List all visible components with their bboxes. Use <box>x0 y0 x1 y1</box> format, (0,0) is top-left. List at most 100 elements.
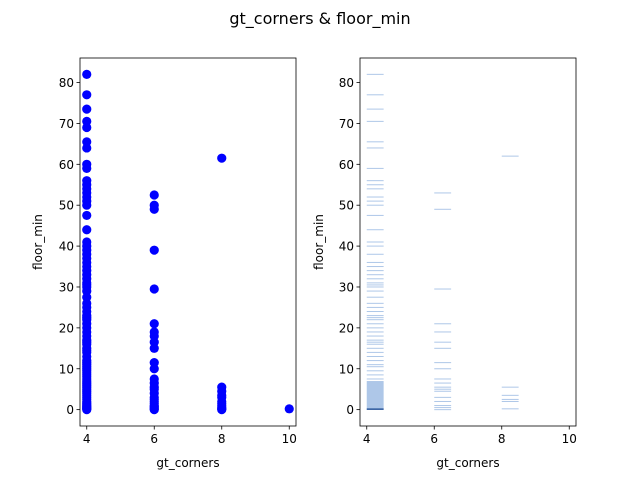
histogram-bin <box>366 360 384 362</box>
histogram-bin <box>434 208 452 210</box>
histogram-y-tick-label: 0 <box>346 403 354 417</box>
histogram-bin <box>366 351 384 353</box>
histogram-bin <box>366 108 384 110</box>
histogram-bin <box>434 288 452 290</box>
histogram-bin <box>434 396 452 398</box>
histogram-bin <box>501 155 519 157</box>
histogram-bin <box>434 362 452 364</box>
histogram-bin <box>366 282 384 284</box>
histogram-y-tick-label: 60 <box>339 158 354 172</box>
histogram-bin <box>366 302 384 304</box>
histogram-y-ticks: 0 10 20 30 40 50 60 70 80 <box>339 76 360 417</box>
histogram-bin <box>434 388 452 390</box>
histogram-bin <box>434 347 452 349</box>
histogram-x-tick-label: 8 <box>498 432 506 446</box>
histogram-x-tick-label: 6 <box>430 432 438 446</box>
histogram-bin <box>434 386 452 388</box>
histogram-y-tick-label: 40 <box>339 240 354 254</box>
histogram-bin <box>434 407 452 409</box>
histogram-y-tick-label: 80 <box>339 76 354 90</box>
scatter-point <box>82 116 92 126</box>
scatter-axes-frame <box>79 57 297 427</box>
scatter-x-axis-label: gt_corners <box>156 456 219 470</box>
scatter-point <box>149 374 159 384</box>
histogram-bin <box>366 311 384 313</box>
scatter-y-tick-label: 20 <box>59 321 74 335</box>
histogram-bin <box>366 335 384 337</box>
histogram-y-axis-label: floor_min <box>312 214 326 270</box>
scatter-point <box>149 284 159 294</box>
histogram-bin <box>366 343 384 345</box>
histogram-bin <box>366 274 384 276</box>
histogram-bin <box>366 147 384 149</box>
histogram-bin <box>434 378 452 380</box>
histogram-bin <box>366 253 384 255</box>
histogram-x-ticks: 4 6 8 10 <box>363 426 577 446</box>
scatter-y-tick-label: 40 <box>59 240 74 254</box>
histogram-bin <box>366 323 384 325</box>
histogram-bin <box>366 355 384 357</box>
scatter-x-tick-label: 10 <box>282 432 297 446</box>
histogram-bin <box>366 319 384 321</box>
histogram-bin <box>366 374 384 376</box>
scatter-point <box>217 153 227 163</box>
histogram-bin <box>366 284 384 286</box>
histogram-bin <box>366 306 384 308</box>
histogram-bin <box>366 366 384 368</box>
histogram-bins <box>366 73 519 411</box>
scatter-y-tick-label: 60 <box>59 158 74 172</box>
histogram-bin <box>366 241 384 243</box>
scatter-y-ticks: 0 10 20 30 40 50 60 70 80 <box>59 76 80 417</box>
histogram-y-tick-label: 70 <box>339 117 354 131</box>
histogram-bin <box>366 315 384 317</box>
histogram-bin <box>501 386 519 388</box>
histogram-zero-bin <box>366 408 384 410</box>
histogram-bin <box>366 370 384 372</box>
histogram-bin <box>366 214 384 216</box>
scatter-x-tick-label: 8 <box>218 432 226 446</box>
histogram-bin <box>434 382 452 384</box>
scatter-x-ticks: 4 6 8 10 <box>83 426 297 446</box>
histogram-bin <box>366 120 384 122</box>
figure-title: gt_corners & floor_min <box>229 9 410 29</box>
histogram-bin <box>366 278 384 280</box>
scatter-point <box>82 137 92 147</box>
scatter-y-tick-label: 30 <box>59 280 74 294</box>
scatter-points <box>82 69 294 415</box>
scatter-point <box>82 237 92 247</box>
histogram-bin <box>366 290 384 292</box>
histogram-bin <box>434 390 452 392</box>
histogram-bin <box>366 229 384 231</box>
histogram-bin <box>501 394 519 396</box>
histogram-bin <box>366 167 384 169</box>
histogram-bin <box>366 188 384 190</box>
scatter-y-axis-label: floor_min <box>31 214 45 270</box>
scatter-point <box>149 200 159 210</box>
scatter-point <box>82 159 92 169</box>
scatter-point <box>82 176 92 186</box>
histogram-bin <box>434 409 452 411</box>
histogram-bin <box>366 141 384 143</box>
histogram-bin <box>434 341 452 343</box>
histogram-bin <box>366 339 384 341</box>
histogram-bin <box>366 331 384 333</box>
scatter-point <box>149 358 159 368</box>
histogram-y-tick-label: 10 <box>339 362 354 376</box>
histogram-bin <box>366 180 384 182</box>
histogram-bin <box>366 245 384 247</box>
histogram-bin <box>366 296 384 298</box>
scatter-point <box>82 225 92 235</box>
histogram-panel: 4 6 8 10 0 10 20 30 40 50 60 70 80 gt_corners floor… <box>312 57 577 470</box>
scatter-point <box>149 190 159 200</box>
scatter-x-tick-label: 4 <box>83 432 91 446</box>
scatter-point <box>82 90 92 100</box>
histogram-bin <box>434 192 452 194</box>
histogram-bin <box>366 347 384 349</box>
histogram-bin <box>366 364 384 366</box>
histogram-bin <box>501 400 519 402</box>
scatter-point <box>82 210 92 221</box>
scatter-y-tick-label: 0 <box>66 403 74 417</box>
histogram-bin <box>366 341 384 343</box>
scatter-x-tick-label: 6 <box>150 432 158 446</box>
